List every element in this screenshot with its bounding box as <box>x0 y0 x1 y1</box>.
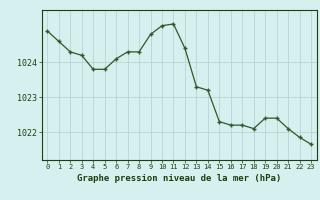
X-axis label: Graphe pression niveau de la mer (hPa): Graphe pression niveau de la mer (hPa) <box>77 174 281 183</box>
